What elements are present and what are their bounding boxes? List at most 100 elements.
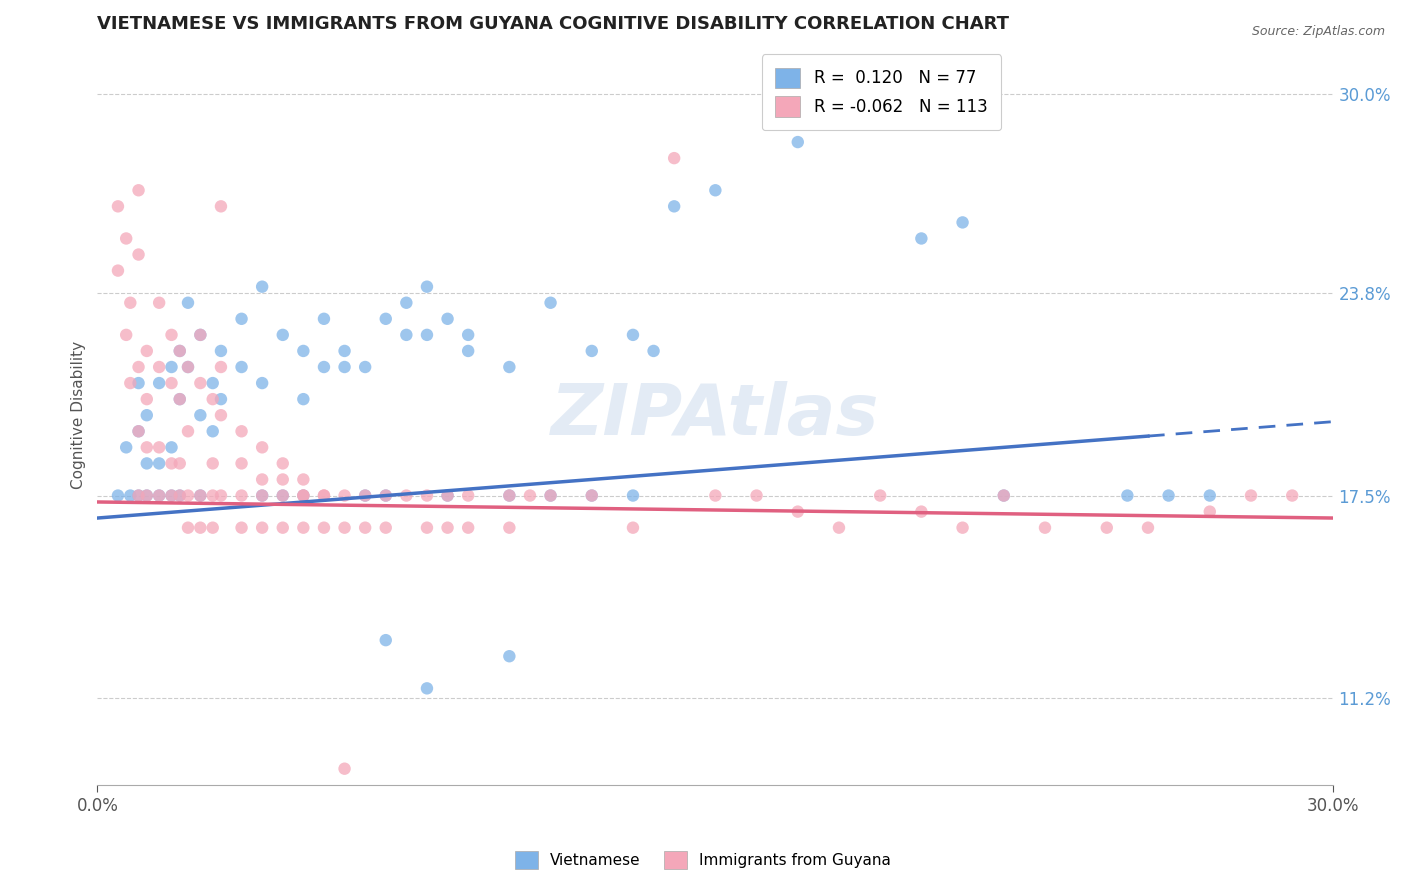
- Point: [128, 376, 150, 390]
- Point: [160, 489, 183, 503]
- Point: [374, 489, 396, 503]
- Point: [457, 343, 479, 358]
- Point: [374, 311, 396, 326]
- Point: [231, 489, 253, 503]
- Point: [952, 521, 974, 535]
- Point: [128, 183, 150, 197]
- Point: [1240, 489, 1263, 503]
- Point: [643, 343, 665, 358]
- Point: [135, 392, 157, 406]
- Point: [374, 489, 396, 503]
- Point: [745, 489, 768, 503]
- Point: [107, 489, 129, 503]
- Point: [160, 441, 183, 455]
- Point: [416, 489, 439, 503]
- Point: [250, 489, 273, 503]
- Point: [201, 376, 224, 390]
- Point: [457, 327, 479, 342]
- Point: [292, 343, 315, 358]
- Point: [120, 376, 142, 390]
- Point: [160, 327, 183, 342]
- Point: [416, 279, 439, 293]
- Point: [135, 489, 157, 503]
- Point: [952, 215, 974, 229]
- Point: [292, 489, 315, 503]
- Point: [169, 343, 191, 358]
- Point: [250, 489, 273, 503]
- Point: [177, 489, 200, 503]
- Point: [188, 327, 211, 342]
- Point: [250, 376, 273, 390]
- Point: [135, 343, 157, 358]
- Point: [354, 521, 377, 535]
- Point: [621, 521, 644, 535]
- Point: [250, 473, 273, 487]
- Point: [498, 359, 520, 374]
- Point: [148, 359, 170, 374]
- Point: [231, 424, 253, 438]
- Point: [209, 408, 232, 422]
- Point: [312, 521, 335, 535]
- Point: [436, 311, 458, 326]
- Point: [188, 489, 211, 503]
- Point: [128, 247, 150, 261]
- Point: [312, 311, 335, 326]
- Point: [135, 489, 157, 503]
- Point: [621, 489, 644, 503]
- Point: [292, 473, 315, 487]
- Text: Source: ZipAtlas.com: Source: ZipAtlas.com: [1251, 25, 1385, 38]
- Point: [160, 376, 183, 390]
- Point: [704, 489, 727, 503]
- Point: [828, 521, 851, 535]
- Point: [115, 327, 138, 342]
- Point: [581, 489, 603, 503]
- Point: [910, 231, 932, 245]
- Point: [333, 343, 356, 358]
- Point: [120, 489, 142, 503]
- Point: [148, 457, 170, 471]
- Point: [1198, 505, 1220, 519]
- Point: [135, 441, 157, 455]
- Point: [115, 441, 138, 455]
- Point: [209, 359, 232, 374]
- Point: [148, 376, 170, 390]
- Point: [188, 408, 211, 422]
- Point: [271, 521, 294, 535]
- Y-axis label: Cognitive Disability: Cognitive Disability: [72, 341, 86, 490]
- Point: [148, 489, 170, 503]
- Point: [128, 359, 150, 374]
- Point: [519, 489, 541, 503]
- Point: [704, 183, 727, 197]
- Point: [993, 489, 1015, 503]
- Point: [662, 199, 685, 213]
- Point: [169, 457, 191, 471]
- Point: [128, 489, 150, 503]
- Point: [354, 359, 377, 374]
- Point: [333, 762, 356, 776]
- Point: [786, 135, 808, 149]
- Point: [188, 376, 211, 390]
- Point: [169, 392, 191, 406]
- Point: [354, 489, 377, 503]
- Point: [1136, 521, 1159, 535]
- Point: [271, 489, 294, 503]
- Text: ZIPAtlas: ZIPAtlas: [551, 381, 880, 450]
- Point: [436, 489, 458, 503]
- Point: [436, 521, 458, 535]
- Point: [1281, 489, 1303, 503]
- Point: [250, 279, 273, 293]
- Point: [201, 521, 224, 535]
- Point: [333, 521, 356, 535]
- Point: [662, 151, 685, 165]
- Point: [271, 473, 294, 487]
- Point: [231, 359, 253, 374]
- Point: [271, 457, 294, 471]
- Point: [457, 521, 479, 535]
- Point: [177, 424, 200, 438]
- Point: [333, 489, 356, 503]
- Point: [177, 359, 200, 374]
- Point: [271, 489, 294, 503]
- Point: [177, 521, 200, 535]
- Point: [128, 424, 150, 438]
- Point: [209, 343, 232, 358]
